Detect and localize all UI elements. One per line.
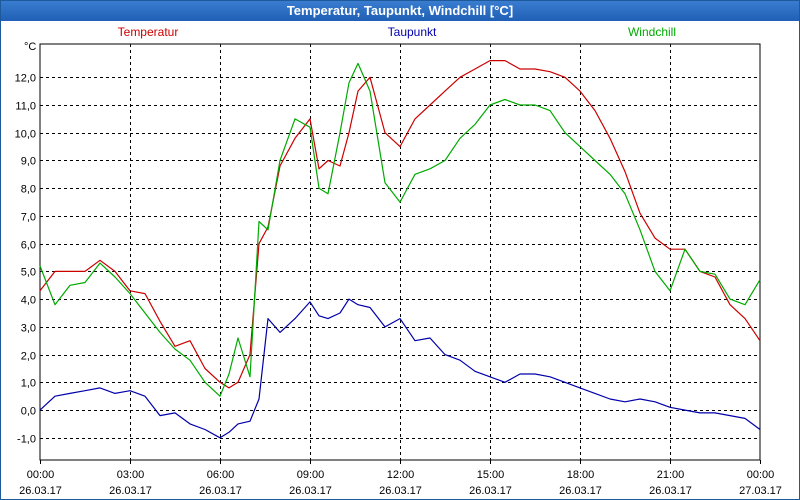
y-tick-label: 2,0: [21, 351, 36, 363]
x-axis: 00:00 26.03.17 03:00 26.03.17 06:00 26.03.17 0…: [19, 469, 782, 497]
y-tick-label: 4,0: [21, 295, 36, 307]
x-tick-date: 26.03.17: [559, 485, 602, 497]
y-tick-label: 9,0: [21, 156, 36, 168]
y-tick-label: 5,0: [21, 267, 36, 279]
y-tick-label: 10,0: [15, 129, 36, 141]
x-tick-time: 00:00: [27, 469, 55, 481]
x-tick-date: 26.03.17: [289, 485, 332, 497]
y-axis-unit: °C: [24, 41, 36, 53]
y-tick-label: 11,0: [15, 101, 36, 113]
legend-windchill: Windchill: [628, 25, 676, 39]
x-tick-time: 06:00: [207, 469, 235, 481]
x-tick-date: 27.03.17: [739, 485, 782, 497]
y-axis: -1,0 0,0 1,0 2,0 3,0 4,0 5,0 6,0 7,0 8,0 9,0 10,0 11…: [15, 73, 36, 446]
y-tick-label: 7,0: [21, 212, 36, 224]
x-tick-time: 15:00: [477, 469, 505, 481]
x-tick-date: 26.03.17: [379, 485, 422, 497]
series-line-taupunkt: [39, 298, 761, 439]
legend-temperatur: Temperatur: [118, 25, 179, 39]
y-tick-label: 1,0: [21, 378, 36, 390]
x-tick-date: 26.03.17: [469, 485, 512, 497]
x-tick-date: 26.03.17: [19, 485, 62, 497]
x-tick-time: 09:00: [297, 469, 325, 481]
grid: [39, 43, 761, 464]
x-tick-time: 18:00: [567, 469, 595, 481]
series-line-windchill: [39, 62, 761, 397]
x-tick-date: 26.03.17: [109, 485, 152, 497]
x-tick-date: 26.03.17: [199, 485, 242, 497]
x-tick-time: 21:00: [657, 469, 685, 481]
y-tick-label: 8,0: [21, 184, 36, 196]
x-tick-time: 03:00: [117, 469, 145, 481]
y-tick-label: 12,0: [15, 73, 36, 85]
window-title: Temperatur, Taupunkt, Windchill [°C]: [1, 1, 799, 21]
x-tick-time: 12:00: [387, 469, 415, 481]
y-tick-label: 0,0: [21, 406, 36, 418]
x-tick-time: 00:00: [747, 469, 775, 481]
y-tick-label: -1,0: [17, 434, 36, 446]
legend-taupunkt: Taupunkt: [388, 25, 437, 39]
x-tick-date: 26.03.17: [649, 485, 692, 497]
y-tick-label: 6,0: [21, 240, 36, 252]
series-line-temperatur: [39, 59, 761, 389]
series-lines: [39, 59, 761, 439]
y-tick-label: 3,0: [21, 323, 36, 335]
